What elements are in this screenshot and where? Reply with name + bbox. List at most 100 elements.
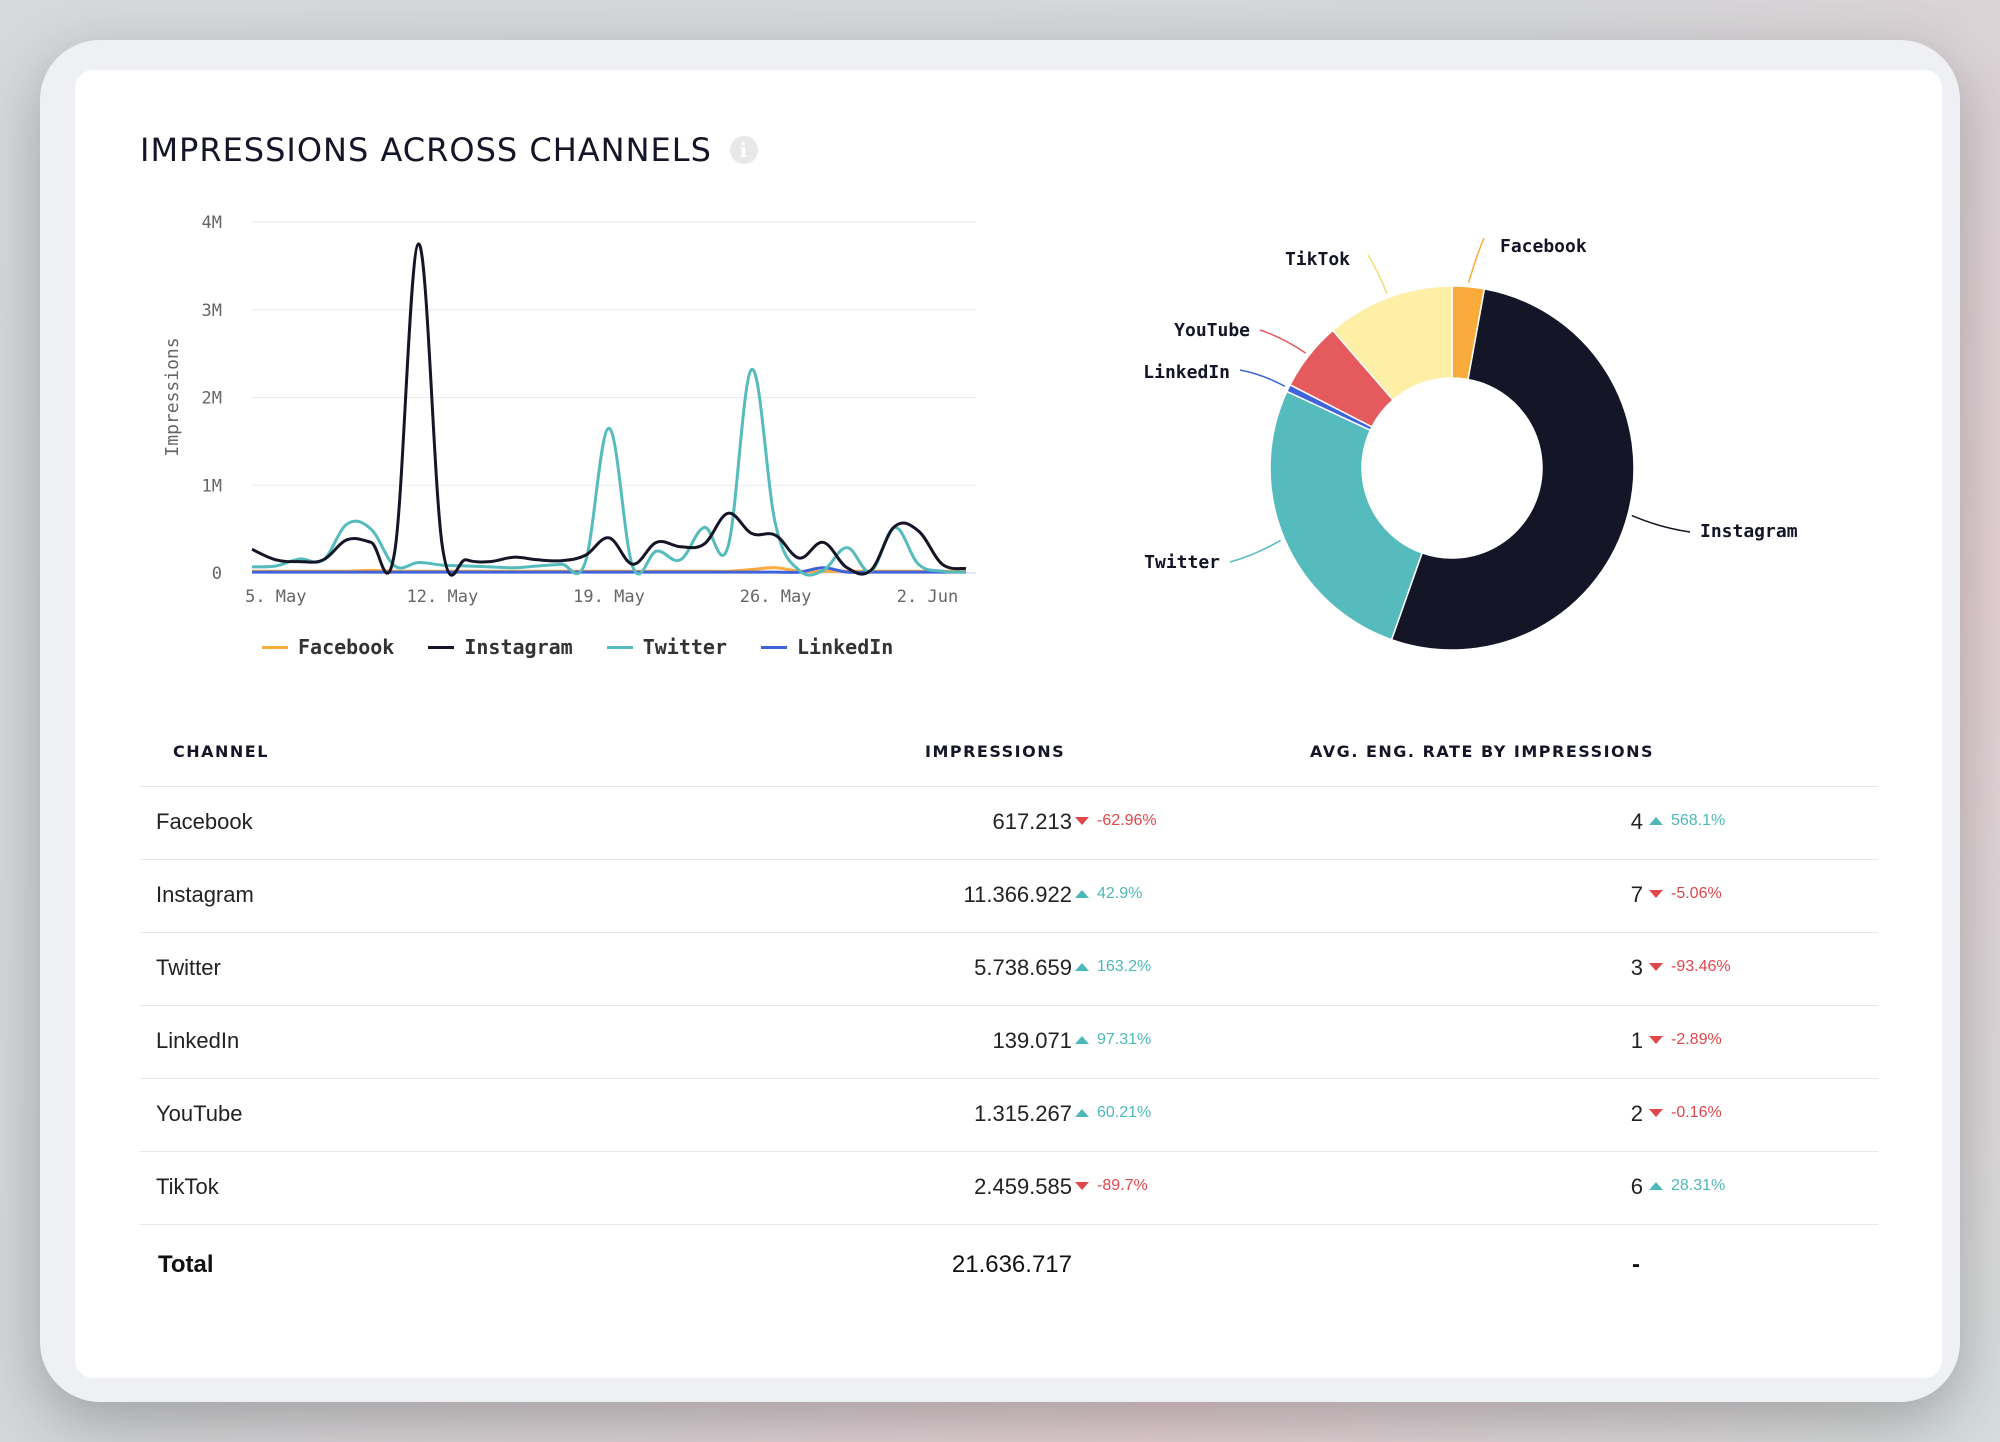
eng-rate-change-value: -2.89% [1671,1031,1722,1048]
impressions-change-value: 163.2% [1097,958,1152,975]
legend-swatch [262,645,288,649]
eng-rate-change-value: 28.31% [1671,1177,1726,1194]
arrow-up-icon [1075,963,1089,971]
y-tick-label: 0 [212,564,222,584]
eng-rate-change-value: -0.16% [1671,1104,1722,1121]
impressions-value: 139.071 [992,1028,1072,1053]
channel-name: Twitter [156,955,221,980]
x-tick-label: 19. May [573,587,645,607]
arrow-up-icon [1075,1109,1089,1117]
eng-rate-value: 3 [1630,955,1643,980]
chart-legend: Facebook Instagram Twitter LinkedIn [262,630,893,664]
impressions-change: 163.2% [1075,958,1151,976]
legend-item-twitter[interactable]: Twitter [606,635,727,659]
slice-label: Twitter [1144,552,1220,573]
channel-name: Instagram [156,882,254,907]
table-row[interactable]: YouTube 1.315.267 60.21% 2 -0.16% [140,1079,1878,1152]
donut-slice-tiktok[interactable] [1331,285,1453,402]
series-line-instagram[interactable] [251,242,967,577]
channel-table: CHANNEL IMPRESSIONS AVG. ENG. RATE BY IM… [140,728,1878,1305]
impressions-value: 2.459.585 [974,1174,1072,1199]
total-label: Total [158,1251,214,1278]
y-tick-label: 4M [202,213,222,233]
header-impressions[interactable]: IMPRESSIONS [925,742,1066,761]
eng-rate-change: -5.06% [1649,885,1722,903]
impressions-change-value: 97.31% [1097,1031,1152,1048]
x-tick-label: 5. May [245,587,306,607]
legend-label: LinkedIn [797,635,894,659]
slice-label: YouTube [1174,320,1250,341]
arrow-up-icon [1649,817,1663,825]
arrow-down-icon [1649,963,1663,971]
legend-item-linkedin[interactable]: LinkedIn [761,635,893,659]
channel-name: YouTube [156,1101,243,1126]
x-tick-label: 2. Jun [897,587,958,607]
eng-rate-change-value: 568.1% [1671,812,1726,829]
legend-swatch [761,645,787,649]
arrow-up-icon [1075,890,1089,898]
table-row[interactable]: LinkedIn 139.071 97.31% 1 -2.89% [140,1006,1878,1079]
legend-label: Facebook [298,635,395,659]
series-line-linkedin[interactable] [251,566,966,574]
impressions-change: 60.21% [1075,1104,1151,1122]
impressions-value: 11.366.922 [963,882,1072,907]
series-line-twitter[interactable] [251,367,967,577]
slice-connector [1367,254,1388,294]
eng-rate-change: 28.31% [1649,1177,1725,1195]
impressions-change: 42.9% [1075,885,1142,903]
slice-connector [1239,369,1286,388]
info-icon[interactable]: i [729,136,758,164]
legend-item-instagram[interactable]: Instagram [428,635,573,659]
slice-connector [1467,237,1485,283]
donut-slice-instagram[interactable] [1390,288,1635,651]
y-tick-label: 1M [202,476,222,496]
impressions-change: 97.31% [1075,1031,1151,1049]
eng-rate-value: 7 [1630,882,1643,907]
impressions-change-value: -89.7% [1097,1177,1148,1194]
impressions-change: -89.7% [1075,1177,1148,1195]
donut-slice-twitter[interactable] [1269,390,1424,641]
slice-label: Facebook [1500,236,1587,257]
impressions-value: 617.213 [992,809,1072,834]
eng-rate-change: -2.89% [1649,1031,1722,1049]
slice-connector [1259,329,1307,354]
channel-name: TikTok [156,1174,219,1199]
table-row[interactable]: Twitter 5.738.659 163.2% 3 -93.46% [140,933,1878,1006]
impressions-change-value: 42.9% [1097,885,1143,902]
total-impressions: 21.636.717 [951,1251,1072,1278]
arrow-down-icon [1649,890,1663,898]
slice-connector [1229,539,1281,563]
legend-label: Instagram [464,635,573,659]
y-axis-label: Impressions [162,337,183,456]
impressions-value: 5.738.659 [974,955,1072,980]
impressions-change-value: -62.96% [1097,812,1157,829]
x-tick-label: 12. May [407,587,479,607]
channel-name: Facebook [156,809,253,834]
header-channel[interactable]: CHANNEL [173,742,269,761]
slice-label: TikTok [1285,249,1350,270]
legend-swatch [428,645,455,649]
total-eng-rate: - [1632,1251,1640,1278]
header-eng-rate[interactable]: AVG. ENG. RATE BY IMPRESSIONS [1310,742,1655,761]
table-row[interactable]: TikTok 2.459.585 -89.7% 6 28.31% [140,1152,1878,1225]
page-title: IMPRESSIONS ACROSS CHANNELS [140,131,712,169]
eng-rate-value: 6 [1630,1174,1643,1199]
impressions-value: 1.315.267 [974,1101,1072,1126]
table-row[interactable]: Facebook 617.213 -62.96% 4 568.1% [140,787,1878,860]
eng-rate-value: 4 [1630,809,1643,834]
legend-item-facebook[interactable]: Facebook [262,635,394,659]
dashboard-card [75,70,1942,1378]
slice-label: Instagram [1700,521,1798,542]
eng-rate-change: -93.46% [1649,958,1731,976]
y-tick-label: 2M [202,389,222,409]
line-chart: 0 1M 2M 3M 4M 5. May 12. May 19. May 26. May 2. … [162,213,976,607]
eng-rate-value: 2 [1630,1101,1643,1126]
table-body: Facebook 617.213 -62.96% 4 568.1% Instagram 11… [140,787,1878,1225]
impressions-change-value: 60.21% [1097,1104,1152,1121]
eng-rate-change: 568.1% [1649,812,1725,830]
y-tick-label: 3M [202,301,222,321]
table-row[interactable]: Instagram 11.366.922 42.9% 7 -5.06% [140,860,1878,933]
arrow-down-icon [1075,817,1089,825]
slice-label: LinkedIn [1143,362,1230,383]
section-title: IMPRESSIONS ACROSS CHANNELS i [140,130,758,170]
